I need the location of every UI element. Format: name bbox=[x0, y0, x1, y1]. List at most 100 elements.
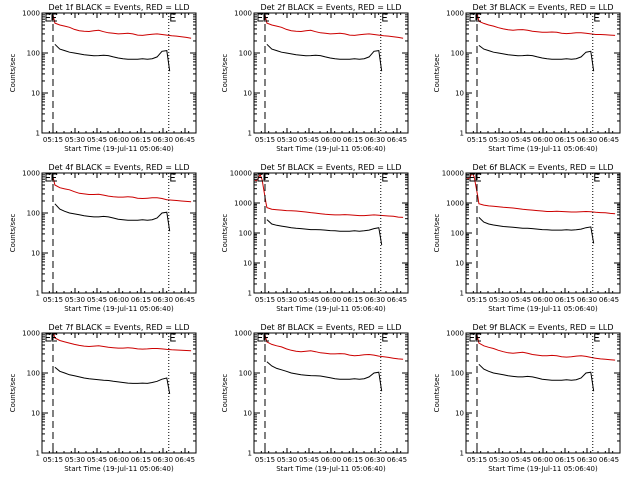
x-tick-label: 06:45 bbox=[175, 456, 195, 464]
x-tick-label: 05:30 bbox=[65, 296, 85, 304]
y-tick-label: 10 bbox=[243, 90, 252, 98]
x-axis-label: Start Time (19-Jul-11 05:06:40) bbox=[64, 305, 174, 313]
x-tick-label: 05:30 bbox=[277, 456, 297, 464]
y-tick-label: 100 bbox=[27, 210, 40, 218]
y-tick-label: 1000 bbox=[446, 200, 464, 208]
x-tick-label: 06:00 bbox=[533, 136, 553, 144]
x-tick-label: 06:00 bbox=[321, 296, 341, 304]
x-tick-label: 06:00 bbox=[533, 296, 553, 304]
x-axis-label: Start Time (19-Jul-11 05:06:40) bbox=[64, 145, 174, 153]
panel-title: Det 6f BLACK = Events, RED = LLD bbox=[472, 163, 613, 172]
y-tick-label: 1000 bbox=[446, 10, 464, 18]
y-tick-label: 10000 bbox=[442, 170, 464, 178]
x-tick-label: 06:00 bbox=[533, 456, 553, 464]
events-series-line bbox=[478, 45, 595, 72]
x-tick-label: 06:45 bbox=[175, 136, 195, 144]
plot-frame bbox=[253, 332, 409, 454]
y-tick-label: 1 bbox=[460, 130, 464, 138]
x-tick-label: 06:45 bbox=[387, 456, 407, 464]
y-tick-label: 10000 bbox=[230, 170, 252, 178]
start-marker-glyph bbox=[45, 13, 51, 22]
panel-title: Det 7f BLACK = Events, RED = LLD bbox=[48, 323, 189, 332]
end-marker-glyph bbox=[382, 333, 388, 342]
x-tick-label: 05:15 bbox=[43, 296, 63, 304]
start-marker-glyph bbox=[257, 173, 263, 182]
detector-panel: 1 10 100 1000 05:15 05:30 05:45 06:00 06:15 06:30… bbox=[9, 3, 197, 153]
events-series-line bbox=[54, 203, 171, 232]
y-tick-label: 100 bbox=[239, 50, 252, 58]
x-tick-label: 06:15 bbox=[343, 136, 363, 144]
y-tick-label: 1 bbox=[36, 130, 40, 138]
lld-series-line bbox=[51, 173, 192, 203]
y-tick-label: 10 bbox=[455, 90, 464, 98]
x-axis-label: Start Time (19-Jul-11 05:06:40) bbox=[64, 465, 174, 473]
detector-panel: 1 10 100 1000 05:15 05:30 05:45 06:00 06:15 06:30… bbox=[433, 323, 621, 473]
end-marker-glyph bbox=[594, 173, 600, 182]
x-tick-label: 06:15 bbox=[131, 456, 151, 464]
x-tick-label: 05:15 bbox=[255, 456, 275, 464]
x-tick-label: 05:15 bbox=[255, 136, 275, 144]
y-tick-label: 1 bbox=[248, 130, 252, 138]
y-tick-label: 1000 bbox=[22, 330, 40, 338]
x-tick-label: 06:00 bbox=[109, 456, 129, 464]
x-tick-label: 06:45 bbox=[599, 136, 619, 144]
x-tick-label: 05:30 bbox=[277, 136, 297, 144]
x-tick-label: 05:45 bbox=[87, 136, 107, 144]
y-tick-label: 10 bbox=[243, 260, 252, 268]
x-tick-label: 06:15 bbox=[555, 136, 575, 144]
x-tick-label: 05:45 bbox=[511, 296, 531, 304]
lld-series-line bbox=[475, 333, 616, 361]
lld-series-line bbox=[476, 13, 616, 36]
x-tick-label: 05:45 bbox=[511, 136, 531, 144]
x-tick-label: 05:45 bbox=[299, 136, 319, 144]
y-tick-label: 1 bbox=[248, 290, 252, 298]
start-marker-glyph bbox=[469, 333, 475, 342]
end-marker-glyph bbox=[382, 13, 388, 22]
y-tick-label: 100 bbox=[451, 370, 464, 378]
y-tick-label: 1000 bbox=[234, 10, 252, 18]
events-series-line bbox=[266, 219, 383, 245]
y-tick-label: 1000 bbox=[234, 200, 252, 208]
x-tick-label: 05:45 bbox=[87, 456, 107, 464]
plot-frame bbox=[465, 172, 621, 294]
y-tick-label: 100 bbox=[239, 230, 252, 238]
start-marker-glyph bbox=[45, 173, 51, 182]
x-tick-label: 05:15 bbox=[467, 136, 487, 144]
start-marker-glyph bbox=[257, 13, 263, 22]
y-tick-label: 1000 bbox=[22, 10, 40, 18]
x-tick-label: 05:30 bbox=[65, 136, 85, 144]
y-tick-label: 10 bbox=[455, 260, 464, 268]
end-marker-glyph bbox=[382, 173, 388, 182]
x-tick-label: 06:30 bbox=[365, 456, 385, 464]
x-tick-label: 05:30 bbox=[489, 296, 509, 304]
plot-frame bbox=[465, 332, 621, 454]
events-series-line bbox=[266, 361, 383, 392]
detector-panel: 1 10 100 1000 05:15 05:30 05:45 06:00 06:15 06:30… bbox=[221, 3, 409, 153]
y-tick-label: 100 bbox=[27, 50, 40, 58]
x-tick-label: 05:30 bbox=[489, 456, 509, 464]
plot-frame bbox=[253, 12, 409, 134]
panel-title: Det 5f BLACK = Events, RED = LLD bbox=[260, 163, 401, 172]
y-axis-label: Counts/sec bbox=[221, 374, 229, 413]
x-tick-label: 06:15 bbox=[131, 296, 151, 304]
detector-panel: 1 10 100 1000 05:15 05:30 05:45 06:00 06:15 06:30… bbox=[9, 163, 197, 313]
plot-frame bbox=[41, 332, 197, 454]
events-series-line bbox=[478, 217, 595, 244]
x-tick-label: 05:15 bbox=[43, 136, 63, 144]
panel-title: Det 2f BLACK = Events, RED = LLD bbox=[260, 3, 401, 12]
x-tick-label: 06:30 bbox=[153, 296, 173, 304]
plot-frame bbox=[41, 172, 197, 294]
start-marker-glyph bbox=[469, 173, 475, 182]
x-tick-label: 05:30 bbox=[277, 296, 297, 304]
x-axis-label: Start Time (19-Jul-11 05:06:40) bbox=[488, 145, 598, 153]
x-tick-label: 05:30 bbox=[65, 456, 85, 464]
x-tick-label: 05:15 bbox=[255, 296, 275, 304]
panel-title: Det 8f BLACK = Events, RED = LLD bbox=[260, 323, 401, 332]
x-tick-label: 06:45 bbox=[599, 296, 619, 304]
detector-panel: 1 10 100 1000 10000 05:15 05:30 05:45 06:00 06:15… bbox=[433, 163, 621, 313]
y-tick-label: 100 bbox=[451, 230, 464, 238]
y-axis-label: Counts/sec bbox=[221, 54, 229, 93]
plot-frame bbox=[465, 12, 621, 134]
y-axis-label: Counts/sec bbox=[433, 374, 441, 413]
